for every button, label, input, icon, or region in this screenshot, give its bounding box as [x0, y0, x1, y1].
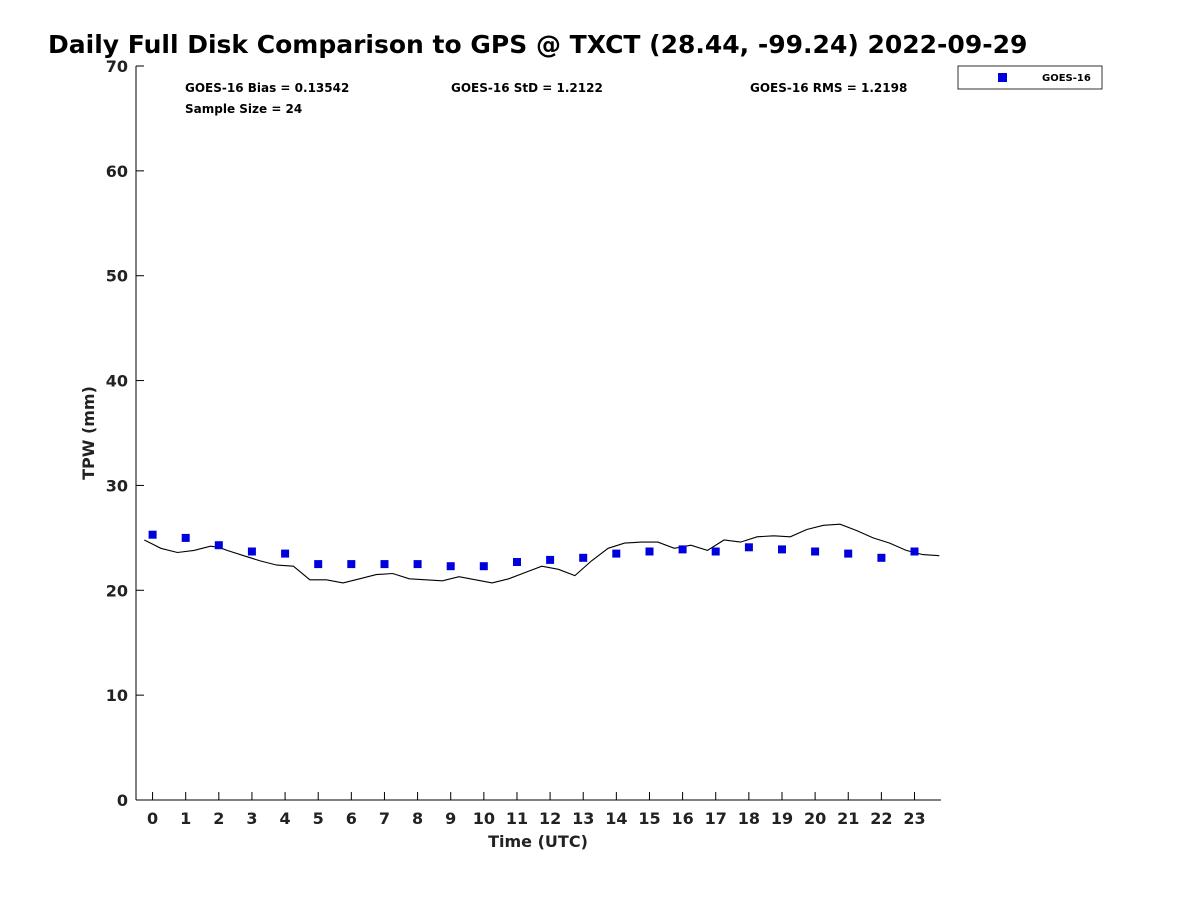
goes16-point: [844, 549, 853, 558]
goes16-point: [446, 562, 455, 571]
legend-marker-goes16: [998, 73, 1007, 82]
stats-annotations: GOES-16 Bias = 0.13542 GOES-16 StD = 1.2…: [185, 81, 907, 116]
x-tick-label: 2: [213, 809, 224, 828]
x-tick-label: 22: [870, 809, 892, 828]
y-axis-ticks: 0 10 20 30 40 50 60 70: [106, 57, 144, 810]
x-tick-label: 10: [473, 809, 495, 828]
goes16-point: [877, 553, 886, 562]
legend: GOES-16: [957, 65, 1103, 90]
y-tick-label: 30: [106, 476, 128, 495]
goes16-point: [546, 555, 555, 564]
y-tick-label: 10: [106, 686, 128, 705]
x-tick-label: 19: [771, 809, 793, 828]
gps-tpw-line: [144, 523, 940, 584]
goes16-point: [678, 545, 687, 554]
goes16-point: [811, 547, 820, 556]
x-tick-label: 13: [572, 809, 594, 828]
x-tick-label: 7: [379, 809, 390, 828]
goes16-point: [579, 553, 588, 562]
goes16-point: [479, 562, 488, 571]
goes16-point: [413, 560, 422, 569]
y-tick-label: 60: [106, 162, 128, 181]
y-tick-label: 0: [117, 791, 128, 810]
legend-box: [957, 65, 1103, 90]
x-tick-label: 18: [738, 809, 760, 828]
stat-bias: GOES-16 Bias = 0.13542: [185, 81, 349, 95]
goes16-point: [181, 533, 190, 542]
goes16-point: [380, 560, 389, 569]
stat-std: GOES-16 StD = 1.2122: [451, 81, 603, 95]
y-tick-label: 70: [106, 57, 128, 76]
stat-rms: GOES-16 RMS = 1.2198: [750, 81, 907, 95]
y-tick-label: 40: [106, 372, 128, 391]
goes16-point: [645, 547, 654, 556]
x-tick-label: 0: [147, 809, 158, 828]
goes16-series-group: [148, 530, 919, 571]
x-tick-label: 14: [605, 809, 627, 828]
goes16-point: [281, 549, 290, 558]
goes16-point: [314, 560, 323, 569]
chart-title: Daily Full Disk Comparison to GPS @ TXCT…: [48, 30, 1028, 59]
y-tick-label: 20: [106, 581, 128, 600]
goes16-point: [744, 543, 753, 552]
x-tick-label: 5: [313, 809, 324, 828]
x-tick-label: 3: [246, 809, 257, 828]
x-axis-ticks: 0 1 2 3 4 5 6 7 8 9 10 11 12 13 14 15 16 17 18 19 20 21 22 23: [147, 792, 926, 828]
x-tick-label: 20: [804, 809, 826, 828]
gps-series-group: [144, 523, 940, 584]
goes16-point: [910, 547, 919, 556]
x-axis-label: Time (UTC): [488, 832, 588, 851]
x-tick-label: 16: [671, 809, 693, 828]
goes16-point: [612, 549, 621, 558]
x-tick-label: 17: [705, 809, 727, 828]
goes16-point: [513, 558, 521, 566]
goes16-point: [778, 545, 786, 554]
x-tick-label: 11: [506, 809, 528, 828]
goes16-point: [247, 547, 256, 556]
x-tick-label: 23: [903, 809, 925, 828]
axes-frame: [135, 66, 941, 801]
x-tick-label: 4: [280, 809, 291, 828]
x-tick-label: 9: [445, 809, 456, 828]
goes16-point: [148, 530, 157, 539]
y-tick-label: 50: [106, 267, 128, 286]
x-tick-label: 8: [412, 809, 423, 828]
x-tick-label: 12: [539, 809, 561, 828]
x-tick-label: 15: [638, 809, 660, 828]
x-tick-label: 1: [180, 809, 191, 828]
goes16-point: [214, 541, 223, 550]
legend-label-goes16: GOES-16: [1042, 73, 1091, 84]
x-tick-label: 21: [837, 809, 859, 828]
x-tick-label: 6: [346, 809, 357, 828]
goes16-point: [711, 547, 720, 556]
y-axis-label: TPW (mm): [79, 386, 98, 480]
goes16-point: [347, 560, 356, 569]
stat-sample-size: Sample Size = 24: [185, 102, 302, 116]
